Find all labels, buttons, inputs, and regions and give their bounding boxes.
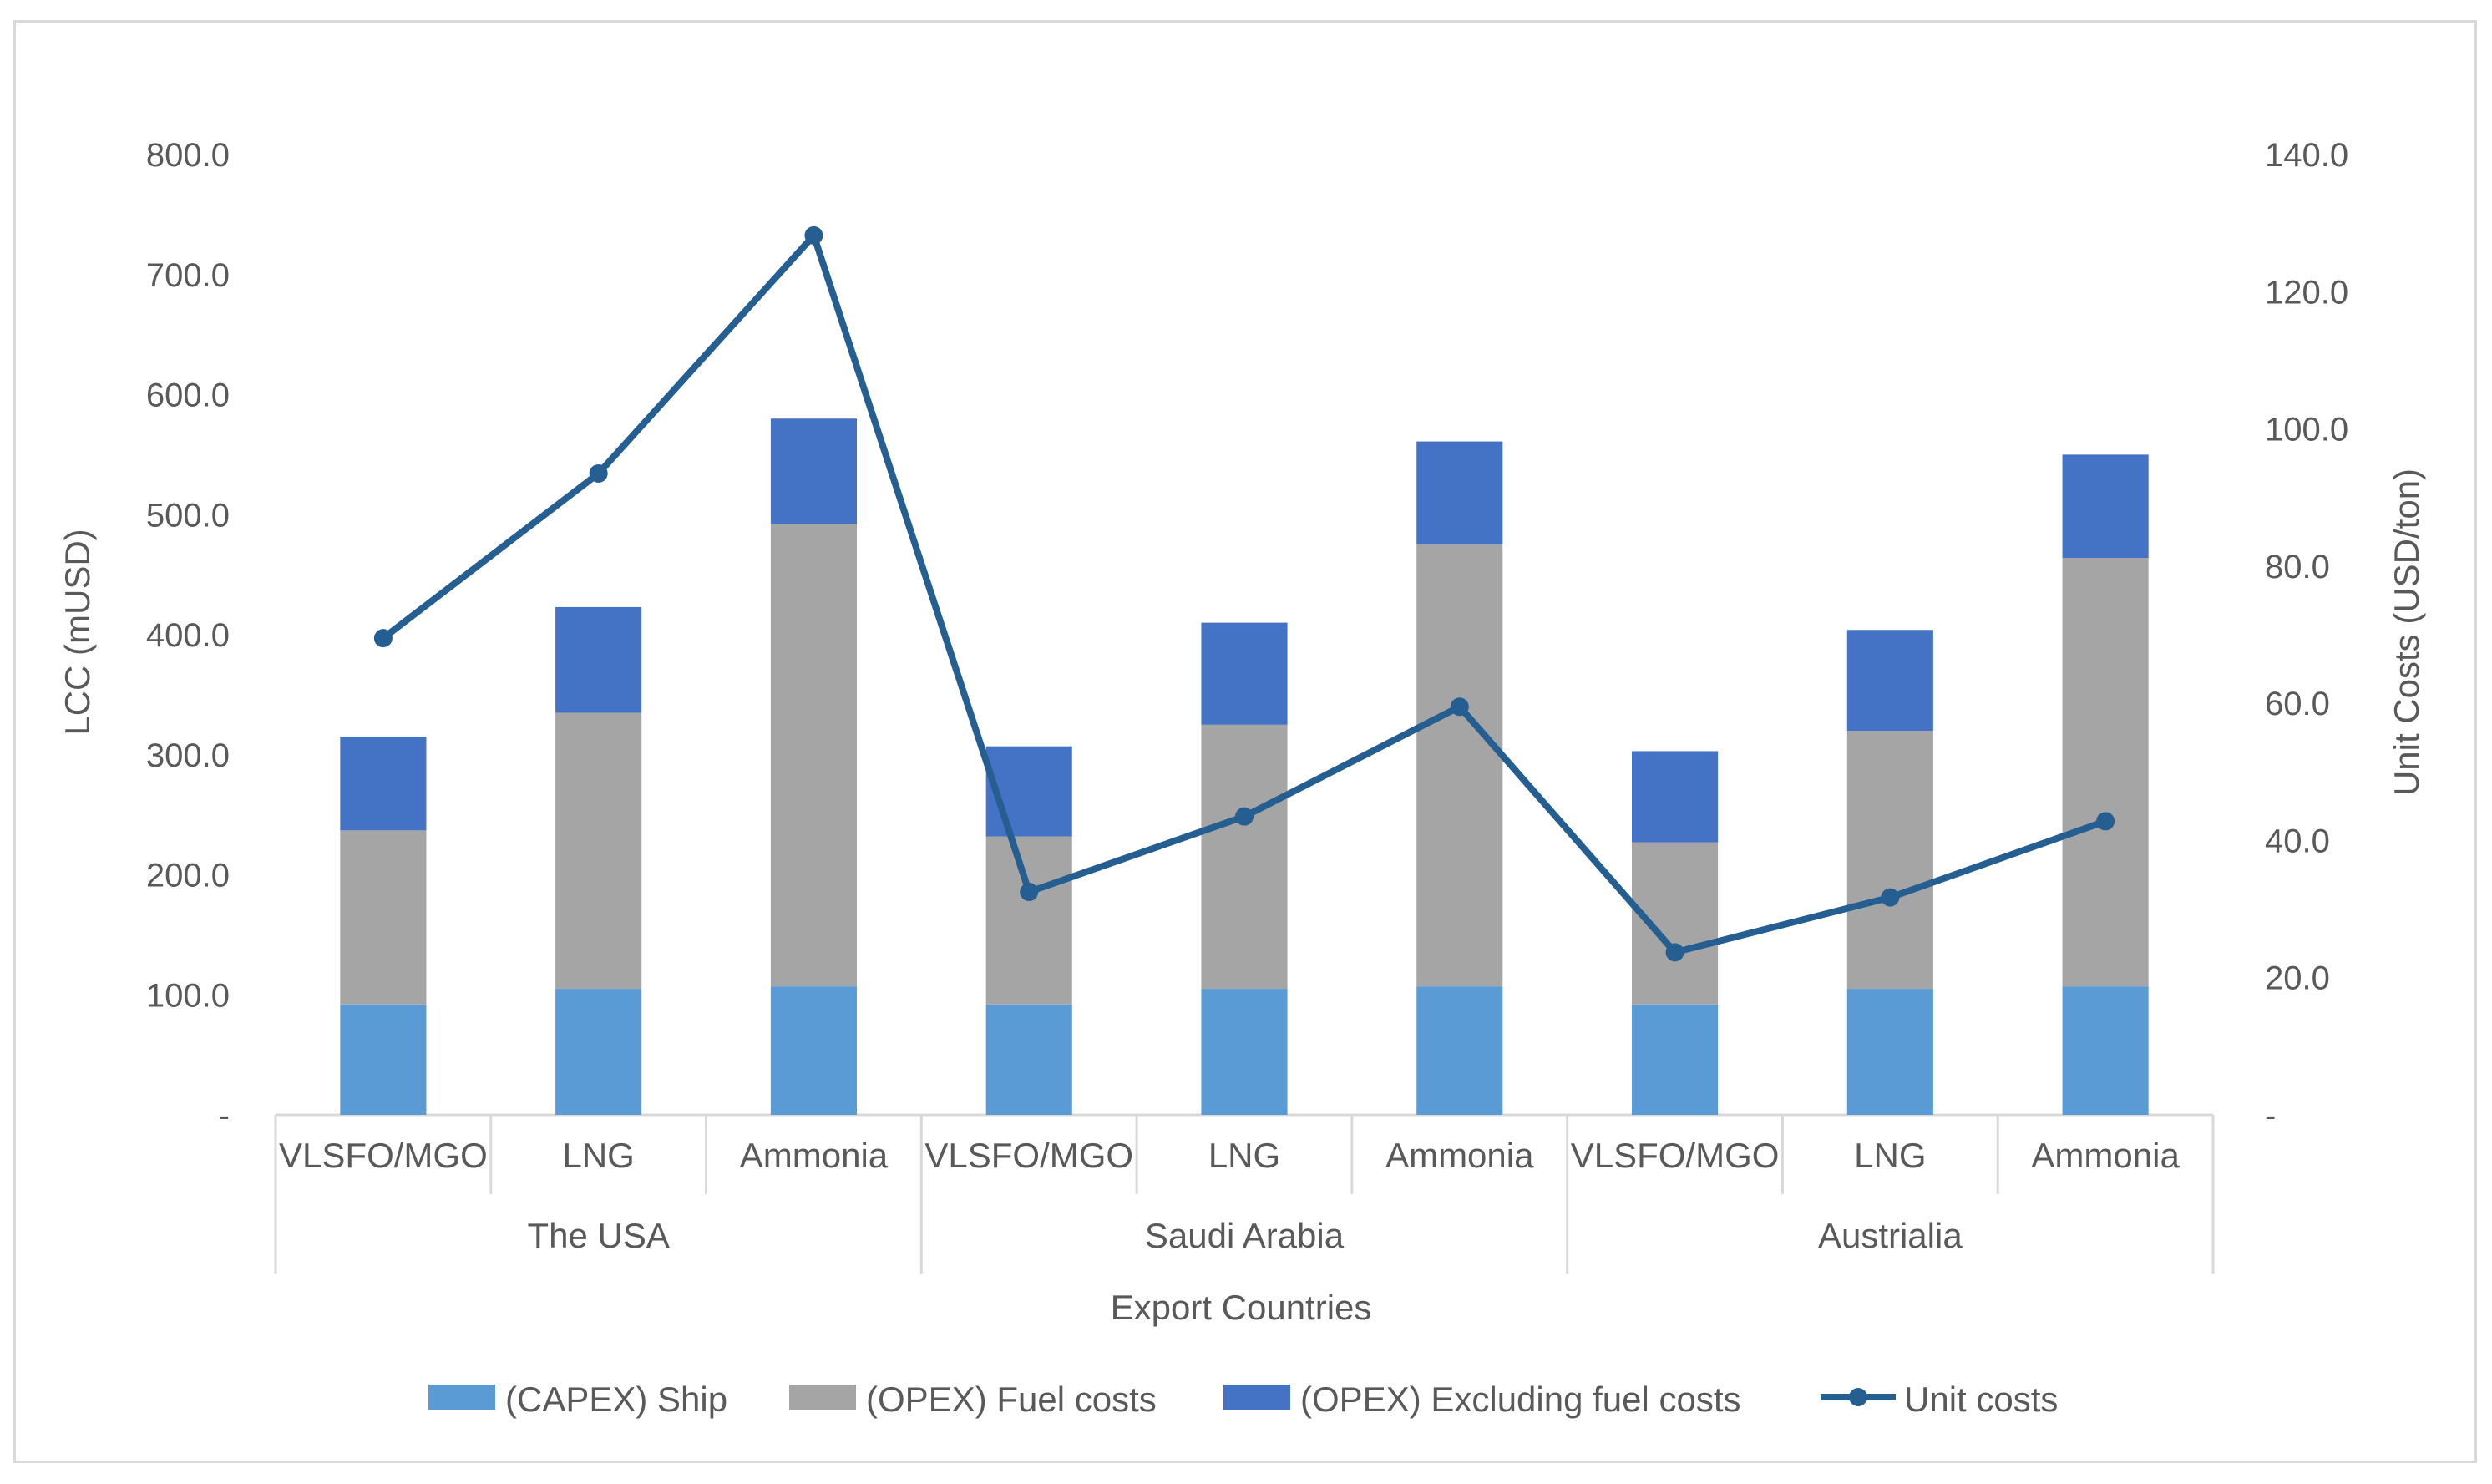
- bar-opex-excluding-fuel-costs: [1201, 622, 1288, 725]
- y-tick-label: 400.0: [146, 617, 230, 654]
- bar-opex-fuel-costs: [1846, 731, 1933, 990]
- group-label: Austrialia: [1818, 1216, 1963, 1255]
- unit-costs-point: [373, 629, 393, 648]
- y2-tick-label: 20.0: [2265, 960, 2330, 997]
- y-tick-label: 700.0: [146, 257, 230, 294]
- category-label: LNG: [1854, 1136, 1926, 1175]
- legend-label: (OPEX) Excluding fuel costs: [1300, 1380, 1741, 1419]
- bar-opex-excluding-fuel-costs: [1632, 751, 1719, 843]
- y2-tick-label: -: [2265, 1097, 2276, 1134]
- category-label: LNG: [1208, 1136, 1280, 1175]
- legend-label: (OPEX) Fuel costs: [866, 1380, 1157, 1419]
- y-tick-label: 300.0: [146, 737, 230, 774]
- bar-opex-fuel-costs: [340, 830, 427, 1005]
- category-label: Ammonia: [740, 1136, 889, 1175]
- unit-costs-point: [1450, 697, 1469, 717]
- y-tick-label: 800.0: [146, 137, 230, 174]
- bar-opex-fuel-costs: [1416, 544, 1503, 987]
- labels-layer: LCC (mUSD) Unit Costs (USD/ton) Export C…: [58, 137, 2426, 1327]
- bar-opex-fuel-costs: [555, 712, 642, 990]
- legend-swatch-marker: [1849, 1388, 1867, 1406]
- y2-tick-label: 140.0: [2265, 137, 2348, 174]
- bar-opex-excluding-fuel-costs: [555, 606, 642, 713]
- bar-capex-ship: [340, 1004, 427, 1115]
- bar-capex-ship: [1201, 989, 1288, 1115]
- unit-costs-point: [1665, 943, 1684, 962]
- line-layer: [373, 225, 2115, 962]
- y-tick-label: 200.0: [146, 858, 230, 894]
- unit-costs-point: [1020, 883, 1039, 902]
- bar-capex-ship: [2062, 986, 2149, 1115]
- y-tick-label: 100.0: [146, 977, 230, 1014]
- unit-costs-point: [1881, 888, 1900, 907]
- bar-opex-excluding-fuel-costs: [340, 737, 427, 831]
- bar-capex-ship: [1416, 986, 1503, 1115]
- category-label: Ammonia: [1385, 1136, 1534, 1175]
- category-label: VLSFO/MGO: [279, 1136, 488, 1175]
- unit-costs-point: [804, 225, 823, 245]
- y-tick-label: 600.0: [146, 377, 230, 414]
- y2-tick-label: 120.0: [2265, 274, 2348, 311]
- bar-capex-ship: [1632, 1004, 1719, 1115]
- legend-label: (CAPEX) Ship: [505, 1380, 727, 1419]
- bars-layer: [340, 418, 2149, 1115]
- bar-capex-ship: [985, 1004, 1072, 1115]
- group-label: Saudi Arabia: [1145, 1216, 1345, 1255]
- y2-tick-label: 100.0: [2265, 412, 2348, 448]
- unit-costs-point: [2096, 812, 2115, 831]
- bar-opex-fuel-costs: [985, 836, 1072, 1005]
- category-label: Ammonia: [2031, 1136, 2180, 1175]
- y-axis-title: LCC (mUSD): [58, 529, 97, 735]
- y-tick-label: 500.0: [146, 497, 230, 534]
- bar-opex-excluding-fuel-costs: [1846, 630, 1933, 731]
- category-label: VLSFO/MGO: [1571, 1136, 1780, 1175]
- bar-opex-fuel-costs: [1632, 842, 1719, 1005]
- bar-opex-fuel-costs: [770, 524, 857, 987]
- bar-opex-excluding-fuel-costs: [770, 418, 857, 524]
- bar-opex-excluding-fuel-costs: [985, 746, 1072, 837]
- legend-swatch: [789, 1385, 856, 1410]
- bar-opex-excluding-fuel-costs: [2062, 454, 2149, 558]
- unit-costs-point: [1235, 807, 1254, 826]
- legend-label: Unit costs: [1904, 1380, 2058, 1419]
- group-label: The USA: [527, 1216, 669, 1255]
- y-tick-label: -: [219, 1097, 230, 1134]
- y2-tick-label: 60.0: [2265, 686, 2330, 722]
- legend-swatch: [1223, 1385, 1290, 1410]
- y2-axis-title: Unit Costs (USD/ton): [2387, 468, 2426, 796]
- category-label: LNG: [562, 1136, 634, 1175]
- category-label: VLSFO/MGO: [924, 1136, 1133, 1175]
- x-axis-title: Export Countries: [1111, 1288, 1372, 1327]
- legend-swatch: [428, 1385, 495, 1410]
- bar-capex-ship: [770, 986, 857, 1115]
- bar-capex-ship: [555, 989, 642, 1115]
- y2-tick-label: 80.0: [2265, 549, 2330, 585]
- y2-tick-label: 40.0: [2265, 823, 2330, 859]
- unit-costs-point: [589, 463, 608, 483]
- bar-opex-fuel-costs: [1201, 724, 1288, 990]
- bar-capex-ship: [1846, 989, 1933, 1115]
- legend: (CAPEX) Ship (OPEX) Fuel costs (OPEX) Excl…: [428, 1380, 2058, 1419]
- bar-opex-excluding-fuel-costs: [1416, 441, 1503, 545]
- bar-opex-fuel-costs: [2062, 558, 2149, 987]
